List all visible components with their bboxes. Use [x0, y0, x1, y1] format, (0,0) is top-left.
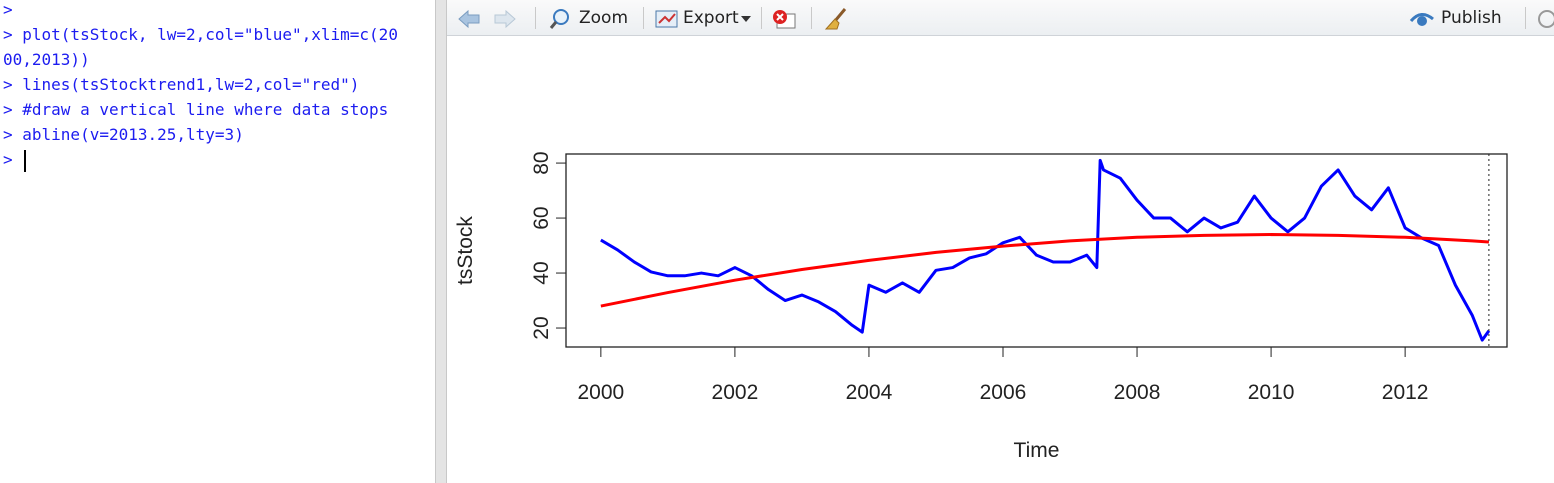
- export-button[interactable]: Export: [683, 8, 739, 28]
- y-tick-label: 60: [530, 206, 553, 229]
- pane-divider[interactable]: [435, 0, 447, 483]
- clear-icon[interactable]: [823, 7, 849, 31]
- nav-arrows[interactable]: [457, 8, 517, 30]
- console-line: > plot(tsStock, lw=2,col="blue",xlim=c(2…: [3, 25, 398, 44]
- plot-frame: [565, 153, 1508, 348]
- x-tick-label: 2008: [1114, 381, 1161, 404]
- separator: [535, 7, 536, 29]
- x-tick-label: 2012: [1382, 381, 1429, 404]
- x-tick-label: 2000: [577, 381, 624, 404]
- console-line: > lines(tsStocktrend1,lw=2,col="red"): [3, 75, 360, 94]
- zoom-icon[interactable]: [549, 8, 571, 30]
- y-tick-label: 40: [530, 261, 553, 284]
- console[interactable]: > > plot(tsStock, lw=2,col="blue",xlim=c…: [0, 0, 435, 483]
- x-tick-label: 2004: [846, 381, 893, 404]
- x-tick-label: 2002: [712, 381, 759, 404]
- dropdown-arrow: [741, 16, 751, 22]
- y-axis-label: tsStock: [454, 216, 477, 285]
- console-line: > #draw a vertical line where data stops: [3, 100, 389, 119]
- separator: [1525, 7, 1526, 29]
- separator: [811, 7, 812, 29]
- console-line: >: [3, 150, 13, 169]
- refresh-icon[interactable]: [1535, 9, 1554, 29]
- console-line: 00,2013)): [3, 50, 90, 69]
- cursor: [24, 150, 26, 172]
- console-line: > abline(v=2013.25,lty=3): [3, 125, 244, 144]
- separator: [643, 7, 644, 29]
- console-line: >: [3, 0, 13, 19]
- publish-button[interactable]: Publish: [1441, 8, 1502, 28]
- x-tick-label: 2010: [1248, 381, 1295, 404]
- x-axis-label: Time: [1014, 439, 1060, 462]
- y-tick-label: 20: [530, 316, 553, 339]
- zoom-button[interactable]: Zoom: [579, 8, 629, 28]
- export-icon[interactable]: [655, 9, 679, 29]
- publish-icon[interactable]: [1409, 9, 1435, 29]
- series-line: [600, 158, 1491, 342]
- y-tick-label: 80: [530, 151, 553, 174]
- remove-plot-icon[interactable]: [771, 8, 797, 30]
- separator: [761, 7, 762, 29]
- plot-toolbar: Zoom Export Publish: [447, 0, 1554, 36]
- x-tick-label: 2006: [980, 381, 1027, 404]
- series-line: [600, 233, 1490, 308]
